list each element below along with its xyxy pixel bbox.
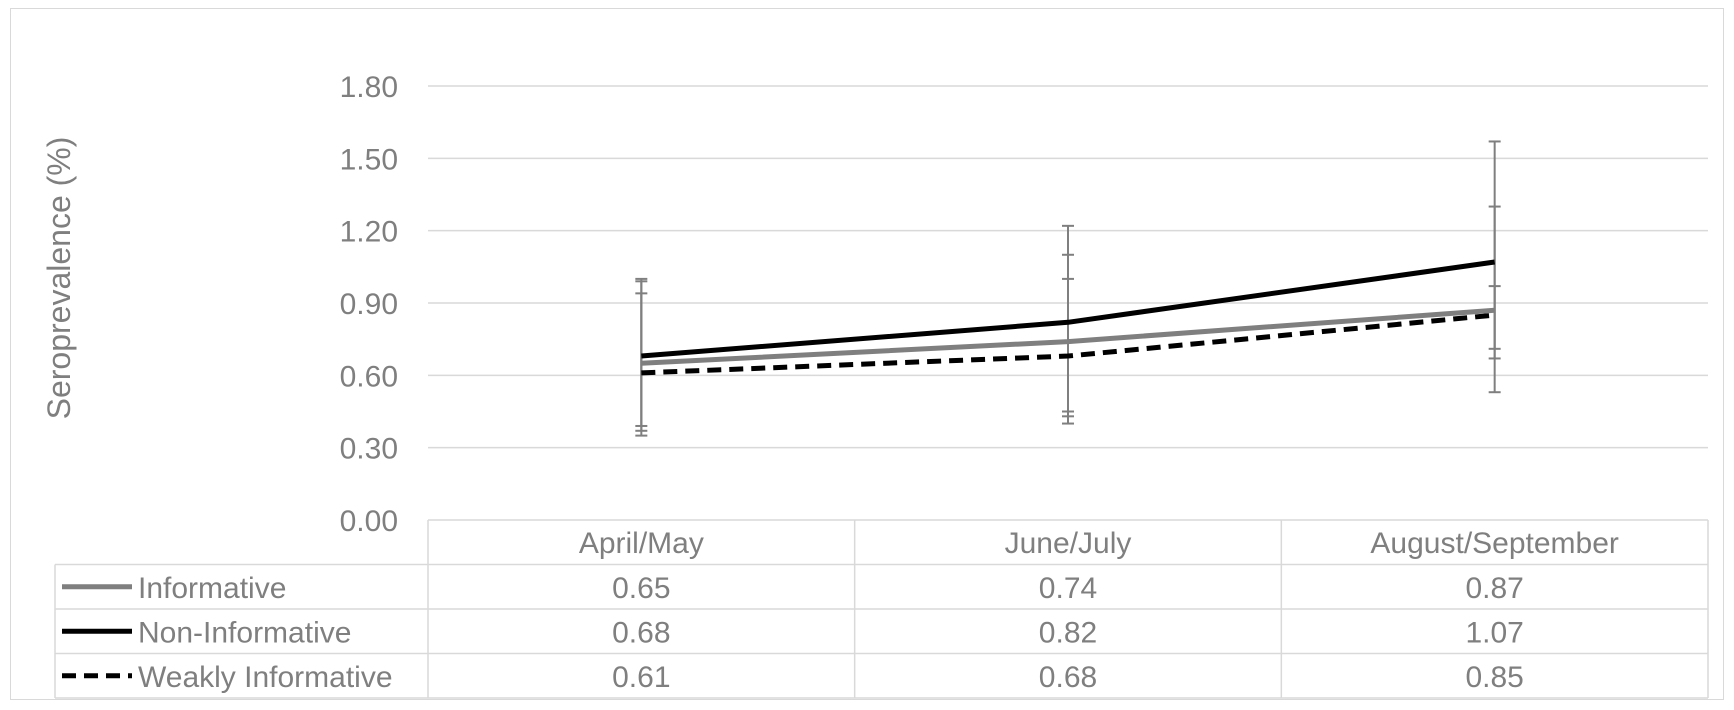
data-label: 1.07 (1465, 616, 1523, 649)
y-tick-label: 0.90 (340, 288, 398, 321)
data-label: 0.65 (612, 572, 670, 605)
data-table: April/May June/July August/September Inform… (55, 520, 1708, 698)
legend-label: Weakly Informative (138, 661, 393, 694)
data-label: 0.68 (612, 616, 670, 649)
error-bar (1489, 207, 1501, 349)
y-tick-label: 0.60 (340, 360, 398, 393)
data-label: 0.87 (1465, 572, 1523, 605)
data-label: 0.82 (1039, 616, 1097, 649)
x-tick-label: August/September (1370, 527, 1618, 560)
y-axis-label: Seroprevalence (%) (41, 137, 77, 420)
data-label: 0.85 (1465, 661, 1523, 694)
legend-label: Informative (138, 572, 286, 605)
y-tick-label: 0.30 (340, 433, 398, 466)
y-axis-ticks: 0.00 0.30 0.60 0.90 1.20 1.50 1.80 (340, 71, 398, 538)
y-tick-label: 1.20 (340, 216, 398, 249)
y-tick-label: 1.50 (340, 143, 398, 176)
y-tick-label: 0.00 (340, 505, 398, 538)
error-bars (635, 141, 1500, 435)
data-label: 0.61 (612, 661, 670, 694)
legend-label: Non-Informative (138, 616, 351, 649)
y-tick-label: 1.80 (340, 71, 398, 104)
x-tick-label: June/July (1005, 527, 1132, 560)
data-label: 0.68 (1039, 661, 1097, 694)
data-label: 0.74 (1039, 572, 1097, 605)
x-tick-label: April/May (579, 527, 704, 560)
